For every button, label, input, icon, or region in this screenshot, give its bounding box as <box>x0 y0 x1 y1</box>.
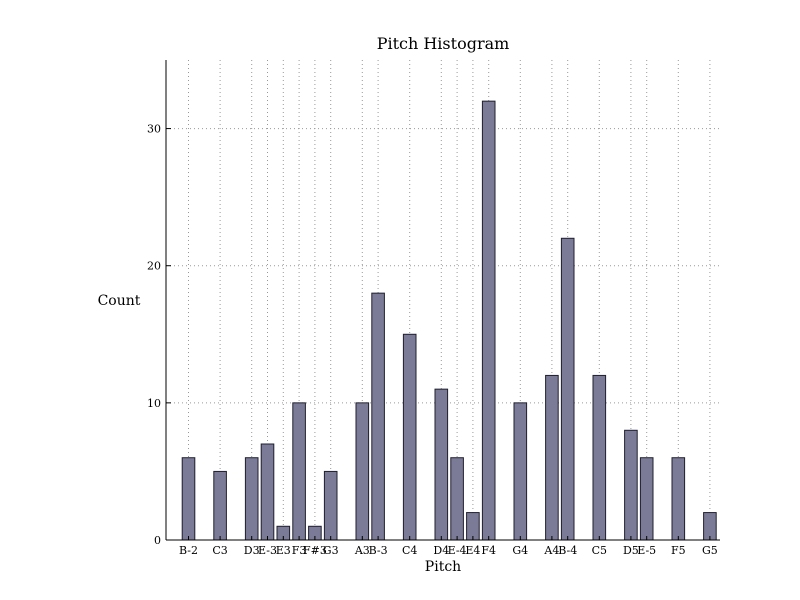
bar-b-4 <box>560 237 575 541</box>
x-tick-label: B-2 <box>179 544 198 557</box>
y-tick-labels: 0 10 20 30 <box>147 123 161 547</box>
x-tick-label: E4 <box>465 544 480 557</box>
bar-c4 <box>402 333 417 541</box>
bar-g4 <box>513 402 528 541</box>
axes <box>165 60 720 541</box>
bar-b-3 <box>371 292 385 541</box>
bars-group <box>181 100 717 541</box>
bar-f4 <box>481 100 496 541</box>
y-tick-label: 10 <box>147 397 161 410</box>
x-tick-label: C3 <box>212 544 227 557</box>
x-tick-label: D4 <box>433 544 449 557</box>
x-tick-label: F5 <box>671 544 686 557</box>
bar-f5 <box>671 457 686 541</box>
x-tick-label: F4 <box>481 544 496 557</box>
x-axis-label: Pitch <box>425 559 461 575</box>
x-tick-label: G5 <box>702 544 718 557</box>
bar-b-2 <box>181 457 196 541</box>
x-tick-label: C5 <box>592 544 607 557</box>
bar-g5 <box>703 512 717 541</box>
x-tick-label: F#3 <box>303 544 327 557</box>
bar-d3 <box>244 457 259 541</box>
y-tick-label: 0 <box>154 534 161 547</box>
y-tick-label: 30 <box>147 123 161 136</box>
x-tick-label: G3 <box>323 544 339 557</box>
x-tick-label: D3 <box>244 544 260 557</box>
x-tick-label: F3 <box>292 544 307 557</box>
y-axis-label: Count <box>98 293 141 309</box>
bar-e4 <box>466 512 480 541</box>
y-tick-label: 20 <box>147 260 161 273</box>
bar-a3 <box>355 402 370 541</box>
x-tick-label: B-4 <box>558 544 577 557</box>
bar-a4 <box>545 374 559 541</box>
bar-e-4 <box>450 457 464 541</box>
bar-e-3 <box>260 443 275 541</box>
x-tick-labels: B-2 C3 D3E-3E3 F3F#3G3 A3B-3 C4 D4E-4E4 F4 G4 A4B… <box>179 544 718 557</box>
x-tick-label: E3 <box>276 544 291 557</box>
x-tick-label: E-4 <box>448 544 467 557</box>
x-tick-label: D5 <box>623 544 639 557</box>
bar-f3 <box>292 402 306 541</box>
x-tick-label: A4 <box>543 544 559 557</box>
bar-e-5 <box>639 457 654 541</box>
bar-c5 <box>592 374 607 541</box>
x-tick-label: B-3 <box>369 544 388 557</box>
x-tick-label: E-3 <box>258 544 277 557</box>
chart-title: Pitch Histogram <box>377 34 510 53</box>
bar-d4 <box>434 388 449 541</box>
bar-c3 <box>213 470 227 541</box>
bar-d5 <box>624 429 638 541</box>
x-tick-label: G4 <box>512 544 528 557</box>
x-tick-label: C4 <box>402 544 417 557</box>
x-tick-label: E-5 <box>637 544 656 557</box>
x-tick-label: A3 <box>354 544 370 557</box>
bar-g3 <box>323 470 338 541</box>
